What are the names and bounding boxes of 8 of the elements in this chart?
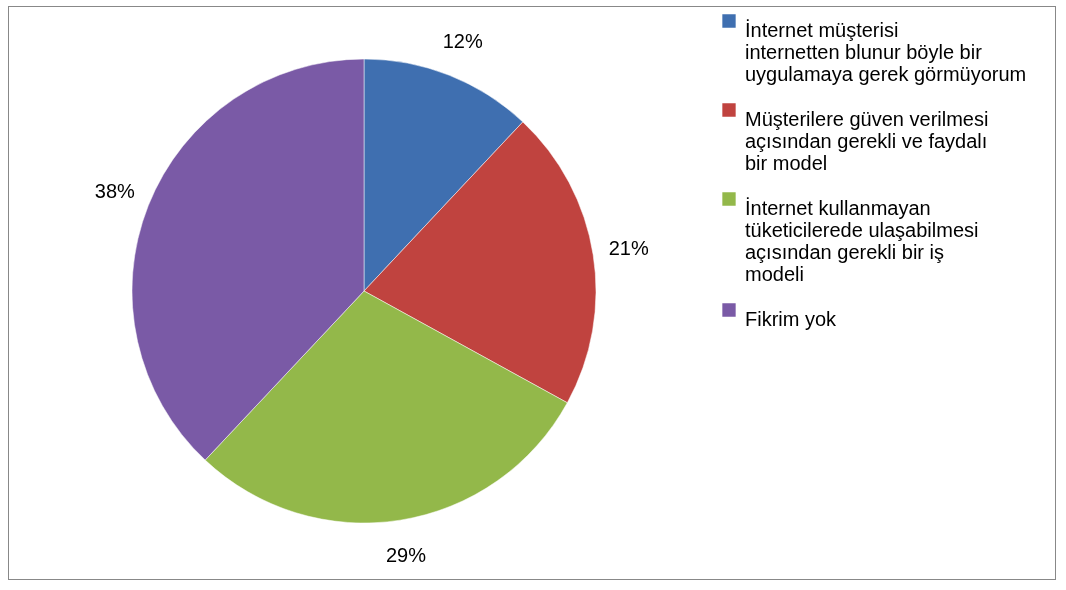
legend-label: Fikrim yok xyxy=(745,308,838,330)
data-label: 29% xyxy=(385,543,427,566)
legend-label: İnternet kullanmayan tüketicilerede ulaşabilmesi açısından gerekli bir iş modeli xyxy=(745,197,979,285)
data-label: 38% xyxy=(94,180,136,203)
legend-label: Müşterilere güven verilmesi açısından gerekli ve faydalı bir model xyxy=(745,108,989,174)
data-label: 12% xyxy=(442,29,483,52)
legend-label: İnternet müşterisi internetten blunur böyle bir uygulamaya gerek görmüyorum xyxy=(745,19,1027,85)
data-label: 21% xyxy=(608,237,649,260)
